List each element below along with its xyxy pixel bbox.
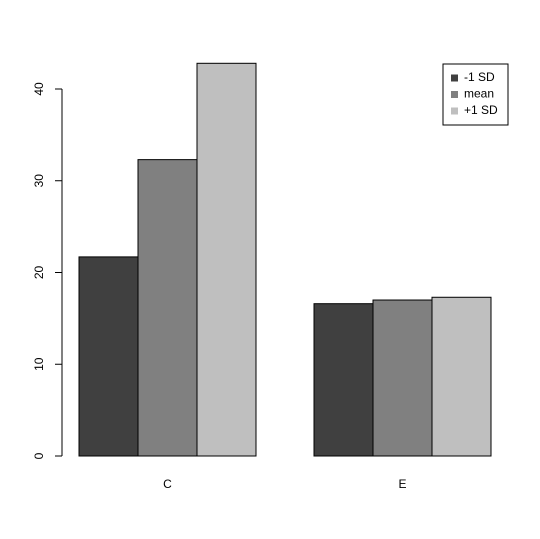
y-tick-label: 0: [32, 452, 46, 459]
y-tick-label: 10: [32, 357, 46, 371]
bar: [196, 62, 257, 457]
bar: [431, 296, 492, 457]
bar: [78, 256, 139, 457]
bar: [372, 299, 433, 457]
y-tick-label: 30: [32, 174, 46, 188]
bar: [137, 159, 198, 457]
legend-swatch: [451, 107, 458, 115]
y-tick-label: 20: [32, 266, 46, 280]
x-tick-label: E: [398, 477, 406, 491]
bar: [313, 303, 374, 457]
legend-label: +1 SD: [464, 103, 498, 117]
legend-label: mean: [464, 87, 494, 101]
legend-swatch: [451, 91, 458, 98]
legend-label: -1 SD: [464, 70, 495, 84]
y-tick-label: 40: [32, 82, 46, 96]
x-tick-label: C: [163, 477, 172, 491]
legend-swatch: [451, 74, 458, 82]
